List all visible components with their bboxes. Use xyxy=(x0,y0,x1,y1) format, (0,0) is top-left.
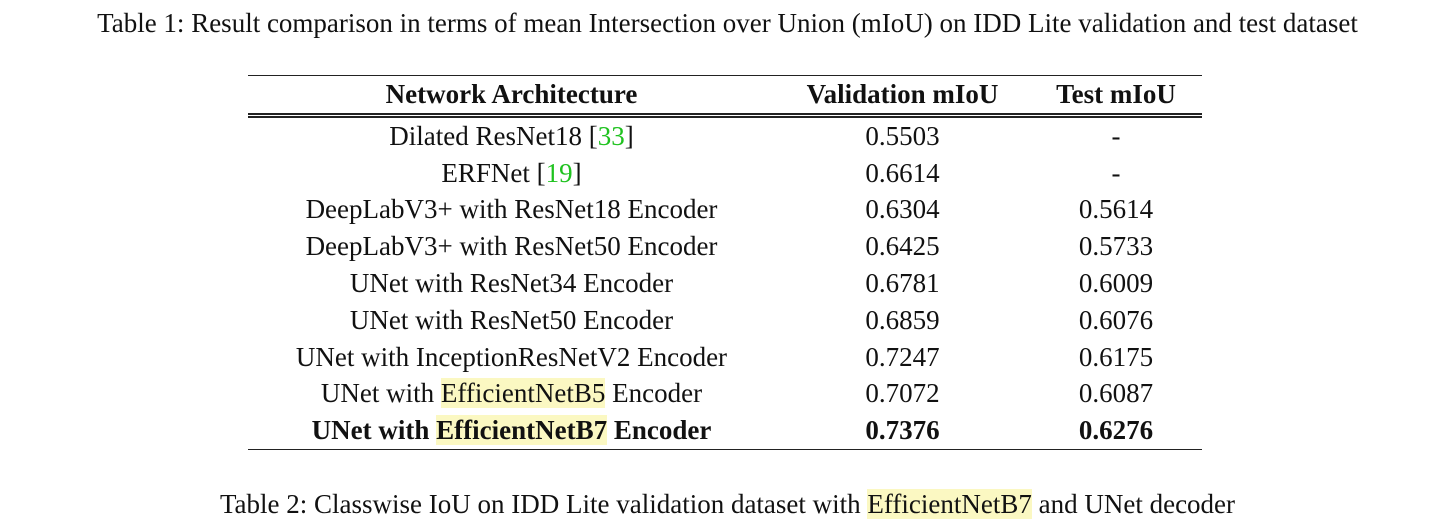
text: ERFNet [ xyxy=(441,157,546,188)
result-table: Network Architecture Validation mIoU Tes… xyxy=(248,75,1202,451)
cell: 0.6076 xyxy=(1078,304,1154,335)
citation[interactable]: 33 xyxy=(597,120,625,151)
cell: 0.6276 xyxy=(1078,415,1154,446)
cell: 0.6304 xyxy=(865,194,940,225)
cell: ERFNet [19] xyxy=(248,155,775,192)
text: UNet with xyxy=(311,415,437,446)
cell: UNet with InceptionResNetV2 Encoder xyxy=(295,341,728,372)
row: UNet with InceptionResNetV2 Encoder 0.72… xyxy=(248,339,1202,376)
cell: UNet with ResNet34 Encoder xyxy=(349,268,674,299)
cell: 0.5614 xyxy=(1078,194,1154,225)
cell: 0.7376 xyxy=(865,415,940,446)
cell: 0.6087 xyxy=(1078,378,1154,409)
header-cell: Validation mIoU xyxy=(775,75,1030,118)
cell: 0.6614 xyxy=(865,157,940,188)
row: UNet with EfficientNetB5 Encoder 0.7072 … xyxy=(248,376,1202,413)
text: UNet with xyxy=(320,378,441,409)
highlight: EfficientNetB5 xyxy=(440,378,606,409)
row: UNet with ResNet50 Encoder 0.6859 0.6076 xyxy=(248,302,1202,339)
cell: 0.6175 xyxy=(1078,341,1154,372)
text: Dilated ResNet18 [ xyxy=(389,120,598,151)
cell: 0.6859 xyxy=(865,304,940,335)
cell: - xyxy=(1111,157,1121,188)
cell: 0.5503 xyxy=(865,120,940,151)
header-cell: Network Architecture xyxy=(248,75,775,118)
caption: Table 2: Classwise IoU on IDD Lite valid… xyxy=(0,489,1455,520)
cell: Dilated ResNet18 [33] xyxy=(248,116,775,155)
text: and UNet decoder xyxy=(1031,489,1236,519)
cell: 0.6425 xyxy=(865,231,940,262)
highlight: EfficientNetB7 xyxy=(436,415,608,446)
text: Encoder xyxy=(605,378,703,409)
cell: - xyxy=(1111,120,1121,151)
header-cell: Test mIoU xyxy=(1030,75,1202,118)
text: Encoder xyxy=(607,415,712,446)
highlight: EfficientNetB7 xyxy=(867,489,1032,519)
cell: 0.5733 xyxy=(1078,231,1154,262)
text: ] xyxy=(624,120,634,151)
row: Dilated ResNet18 [33] 0.5503 - xyxy=(248,116,1202,155)
header-row: Network Architecture Validation mIoU Tes… xyxy=(248,75,1202,118)
row: DeepLabV3+ with ResNet18 Encoder 0.6304 … xyxy=(248,192,1202,229)
cell: UNet with ResNet50 Encoder xyxy=(349,304,674,335)
cell: UNet with EfficientNetB7 Encoder xyxy=(248,412,775,449)
text: ] xyxy=(572,157,582,188)
cell: DeepLabV3+ with ResNet18 Encoder xyxy=(305,194,718,225)
row: UNet with ResNet34 Encoder 0.6781 0.6009 xyxy=(248,265,1202,302)
row: ERFNet [19] 0.6614 - xyxy=(248,155,1202,192)
row: DeepLabV3+ with ResNet50 Encoder 0.6425 … xyxy=(248,228,1202,265)
cell: 0.6781 xyxy=(865,268,940,299)
cell: DeepLabV3+ with ResNet50 Encoder xyxy=(305,231,718,262)
cell: 0.7247 xyxy=(865,341,940,372)
cell: 0.7072 xyxy=(865,378,940,409)
row: UNet with EfficientNetB7 Encoder 0.7376 … xyxy=(248,412,1202,449)
caption: Table 1: Result comparison in terms of m… xyxy=(97,8,1358,38)
text: Table 2: Classwise IoU on IDD Lite valid… xyxy=(219,489,868,519)
cell: UNet with EfficientNetB5 Encoder xyxy=(248,376,775,413)
cell: 0.6009 xyxy=(1078,268,1154,299)
citation[interactable]: 19 xyxy=(545,157,573,188)
